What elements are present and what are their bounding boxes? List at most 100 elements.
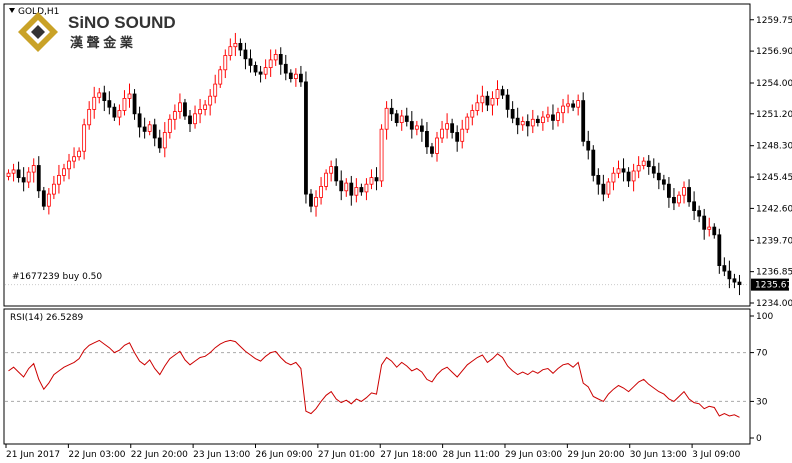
candle-body (601, 183, 606, 195)
candle (293, 68, 298, 87)
candle (682, 181, 686, 204)
rsi-title: RSI(14) 26.5289 (10, 313, 83, 323)
candle (500, 85, 505, 99)
candle (243, 42, 248, 70)
candle-body (127, 93, 132, 99)
candle-body (727, 270, 732, 280)
candle-body (677, 194, 681, 204)
candle-body (26, 171, 31, 183)
candle-body (304, 81, 308, 195)
candle-body (183, 102, 187, 117)
price-tick-label: 1245.45 (756, 173, 792, 183)
time-tick-label: 3 Jul 09:00 (692, 450, 741, 460)
candle (419, 118, 424, 142)
candle (167, 114, 172, 139)
candle-body (6, 172, 11, 177)
candle-body (687, 187, 691, 203)
candle (450, 118, 455, 139)
candle-body (112, 106, 117, 118)
candle (732, 273, 737, 289)
candle-body (77, 150, 81, 158)
candle (636, 156, 641, 179)
candle-body (591, 149, 596, 176)
candle-body (253, 65, 258, 73)
candle (152, 118, 157, 147)
candle-body (319, 185, 323, 198)
logo-name-cn: 漢 聲 金 業 (70, 35, 134, 50)
candle (727, 260, 732, 289)
rsi-tick-label: 70 (756, 349, 768, 359)
candle-body (142, 126, 147, 132)
candle-body (500, 89, 505, 96)
candle (334, 158, 339, 186)
rsi-tick-label: 0 (756, 434, 762, 444)
candle-body (435, 137, 439, 154)
candle-body (717, 234, 722, 267)
candle (329, 160, 334, 182)
rsi-levels (5, 352, 749, 402)
order-label: #1677239 buy 0.50 (12, 272, 102, 282)
candle (455, 125, 460, 152)
candle-body (732, 278, 737, 283)
candle-body (152, 124, 157, 139)
candle-body (208, 95, 213, 106)
time-tick-label: 26 Jun 09:00 (255, 450, 312, 460)
candle-body (702, 215, 707, 230)
candle-body (490, 98, 495, 106)
candle-body (707, 226, 712, 230)
price-tick-label: 1236.85 (756, 268, 792, 278)
candle (561, 98, 565, 124)
candle (601, 174, 606, 202)
candle (233, 32, 238, 57)
candle (183, 98, 187, 120)
candle-body (425, 130, 429, 148)
candle (228, 38, 233, 61)
candle (203, 100, 208, 116)
candle (248, 49, 253, 73)
candle (586, 130, 591, 160)
candle (576, 94, 581, 116)
candle-body (535, 118, 540, 124)
candle-body (243, 49, 248, 60)
candle (314, 190, 318, 217)
candle-body (611, 172, 616, 183)
candle-body (293, 73, 298, 79)
candle-body (21, 177, 26, 183)
candle-body (409, 121, 414, 130)
candle (223, 49, 228, 79)
candle (445, 113, 449, 139)
candle-body (621, 168, 626, 173)
candle (571, 100, 576, 112)
candle (31, 158, 36, 183)
candle (238, 38, 243, 57)
candle-body (495, 89, 500, 99)
candle (127, 83, 132, 108)
price-tick-label: 1239.70 (756, 236, 792, 246)
candle-body (485, 95, 490, 106)
candle-body (273, 54, 278, 61)
candle-body (324, 172, 329, 187)
candle-body (581, 100, 586, 142)
candle (16, 161, 21, 183)
candle (702, 208, 707, 240)
candle (67, 153, 71, 180)
candle (551, 104, 555, 130)
candle (188, 109, 192, 132)
candle (339, 170, 344, 201)
candle-body (672, 196, 676, 204)
chart-menu-triangle-icon[interactable] (9, 8, 15, 13)
time-tick-label: 27 Jun 01:00 (318, 450, 375, 460)
candle (36, 156, 41, 198)
candle (581, 92, 586, 147)
candle-body (646, 160, 651, 168)
candle (596, 168, 601, 195)
candle-body (172, 111, 177, 120)
candle-body (87, 109, 92, 126)
candle-body (460, 128, 465, 142)
candle-body (228, 46, 233, 56)
candle-body (92, 96, 97, 110)
candle-body (596, 174, 601, 185)
candle-body (67, 160, 71, 170)
candle (258, 65, 263, 83)
